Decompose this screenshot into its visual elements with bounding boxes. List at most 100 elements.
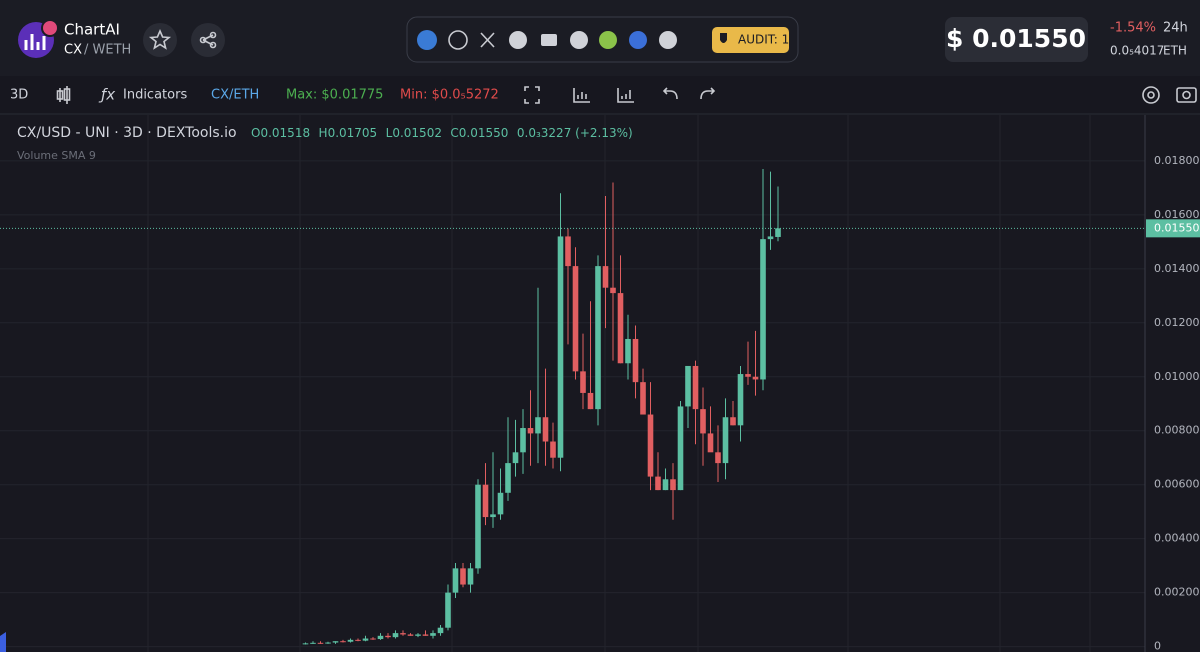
candle-body [557, 236, 564, 458]
candle-body [767, 236, 774, 240]
audit-badge[interactable] [712, 27, 789, 53]
ohlc-open: O0.01518 [251, 126, 310, 140]
candle-body [775, 228, 781, 237]
more-links[interactable] [659, 31, 677, 49]
candle-body [370, 638, 376, 640]
volume-legend: Volume SMA 9 [17, 149, 96, 162]
y-tick-label: 0.01400 [1154, 262, 1200, 275]
candle-body [355, 639, 361, 641]
candle-body [512, 452, 519, 464]
candle-body [475, 484, 481, 569]
base-symbol: CX [64, 43, 82, 58]
app-name: ChartAI [64, 21, 120, 39]
max-price: Max: $0.01775 [286, 88, 383, 103]
candle-body [400, 633, 406, 635]
candle-body [325, 642, 331, 644]
y-tick-label: 0.01200 [1154, 316, 1200, 329]
eth-price: 0.0₅4017 [1110, 44, 1164, 58]
toolbar-bg [0, 76, 1200, 114]
indicators-button[interactable]: Indicators [123, 88, 187, 103]
candle-body [445, 592, 451, 628]
logo-badge [41, 19, 59, 37]
symbol-info: CX/USD - UNI · 3D · DEXTools.io [17, 125, 237, 141]
candle-body [655, 476, 661, 491]
share-dot [209, 41, 217, 49]
bars-button[interactable] [573, 88, 590, 103]
candle-body [422, 634, 429, 636]
candle-body [542, 417, 549, 442]
candle-body [752, 376, 759, 380]
edge-marker [0, 632, 6, 652]
candle-body [700, 409, 706, 434]
telegram-link[interactable] [509, 31, 527, 49]
change-period: 24h [1163, 21, 1188, 36]
candle-body [670, 479, 676, 491]
y-tick-label: 0 [1154, 640, 1161, 652]
candle-body [595, 266, 601, 410]
price-change: -1.54% [1110, 21, 1156, 36]
candle-body [490, 514, 496, 518]
camera-lens [1182, 90, 1191, 100]
last-price-tag [1146, 219, 1200, 238]
candle-body [550, 441, 556, 458]
settings-button[interactable] [1142, 86, 1160, 104]
pair-button[interactable]: CX/ETH [211, 88, 259, 103]
candle-body [377, 635, 384, 640]
eth-unit: ETH [1163, 44, 1187, 58]
settings-center [1147, 91, 1155, 99]
candle-body [685, 365, 691, 407]
candle-body [437, 627, 444, 634]
chart-legend: CX/USD - UNI · 3D · DEXTools.io O0.01518… [17, 125, 633, 141]
candle-body [362, 638, 369, 641]
chart-type-body [63, 88, 71, 101]
candle-body [415, 634, 421, 636]
volume-button[interactable] [617, 88, 634, 103]
ohlc-change: 0.0₃3227 (+2.13%) [517, 126, 633, 140]
candle-body [332, 641, 339, 643]
x-link[interactable] [480, 32, 495, 48]
price-box [945, 17, 1088, 62]
candle-body [347, 639, 354, 642]
fullscreen-button[interactable] [524, 86, 540, 104]
quote-symbol: / WETH [84, 43, 131, 58]
candle-body [302, 643, 309, 645]
candle-body [647, 414, 654, 477]
current-price: $ 0.01550 [946, 24, 1086, 53]
candle-body [677, 406, 684, 491]
chart-type-body [56, 90, 64, 100]
candle-body [505, 463, 511, 493]
candle-body [640, 382, 646, 415]
reddit-link[interactable] [570, 31, 588, 49]
cmc-link[interactable] [629, 31, 647, 49]
min-price: Min: $0.0₅5272 [400, 88, 499, 103]
coingecko-link[interactable] [599, 31, 617, 49]
candle-body [730, 417, 736, 426]
interval-button[interactable]: 3D [10, 88, 28, 103]
star-icon [148, 28, 172, 50]
candle-body [497, 492, 504, 515]
candle-body [610, 287, 616, 294]
candle-body [715, 452, 721, 464]
dextools-link[interactable] [417, 30, 437, 50]
website-link[interactable] [448, 30, 468, 50]
candle-body [662, 479, 669, 491]
candle-body [572, 266, 579, 372]
last-price-label: 0.01550 [1154, 221, 1200, 234]
candle-body [722, 417, 729, 464]
undo-button[interactable] [662, 87, 678, 100]
candle-body [460, 568, 466, 585]
share-button[interactable] [191, 23, 225, 57]
candle-body [467, 568, 474, 585]
email-link[interactable] [541, 34, 557, 46]
candle-body [310, 642, 316, 644]
candle-body [707, 433, 714, 453]
candle-body [317, 642, 324, 644]
favorite-button[interactable] [143, 23, 177, 57]
ohlc-close: C0.01550 [450, 126, 508, 140]
share-dot [199, 36, 207, 44]
screenshot-button[interactable] [1176, 87, 1197, 103]
redo-button[interactable] [700, 87, 716, 100]
